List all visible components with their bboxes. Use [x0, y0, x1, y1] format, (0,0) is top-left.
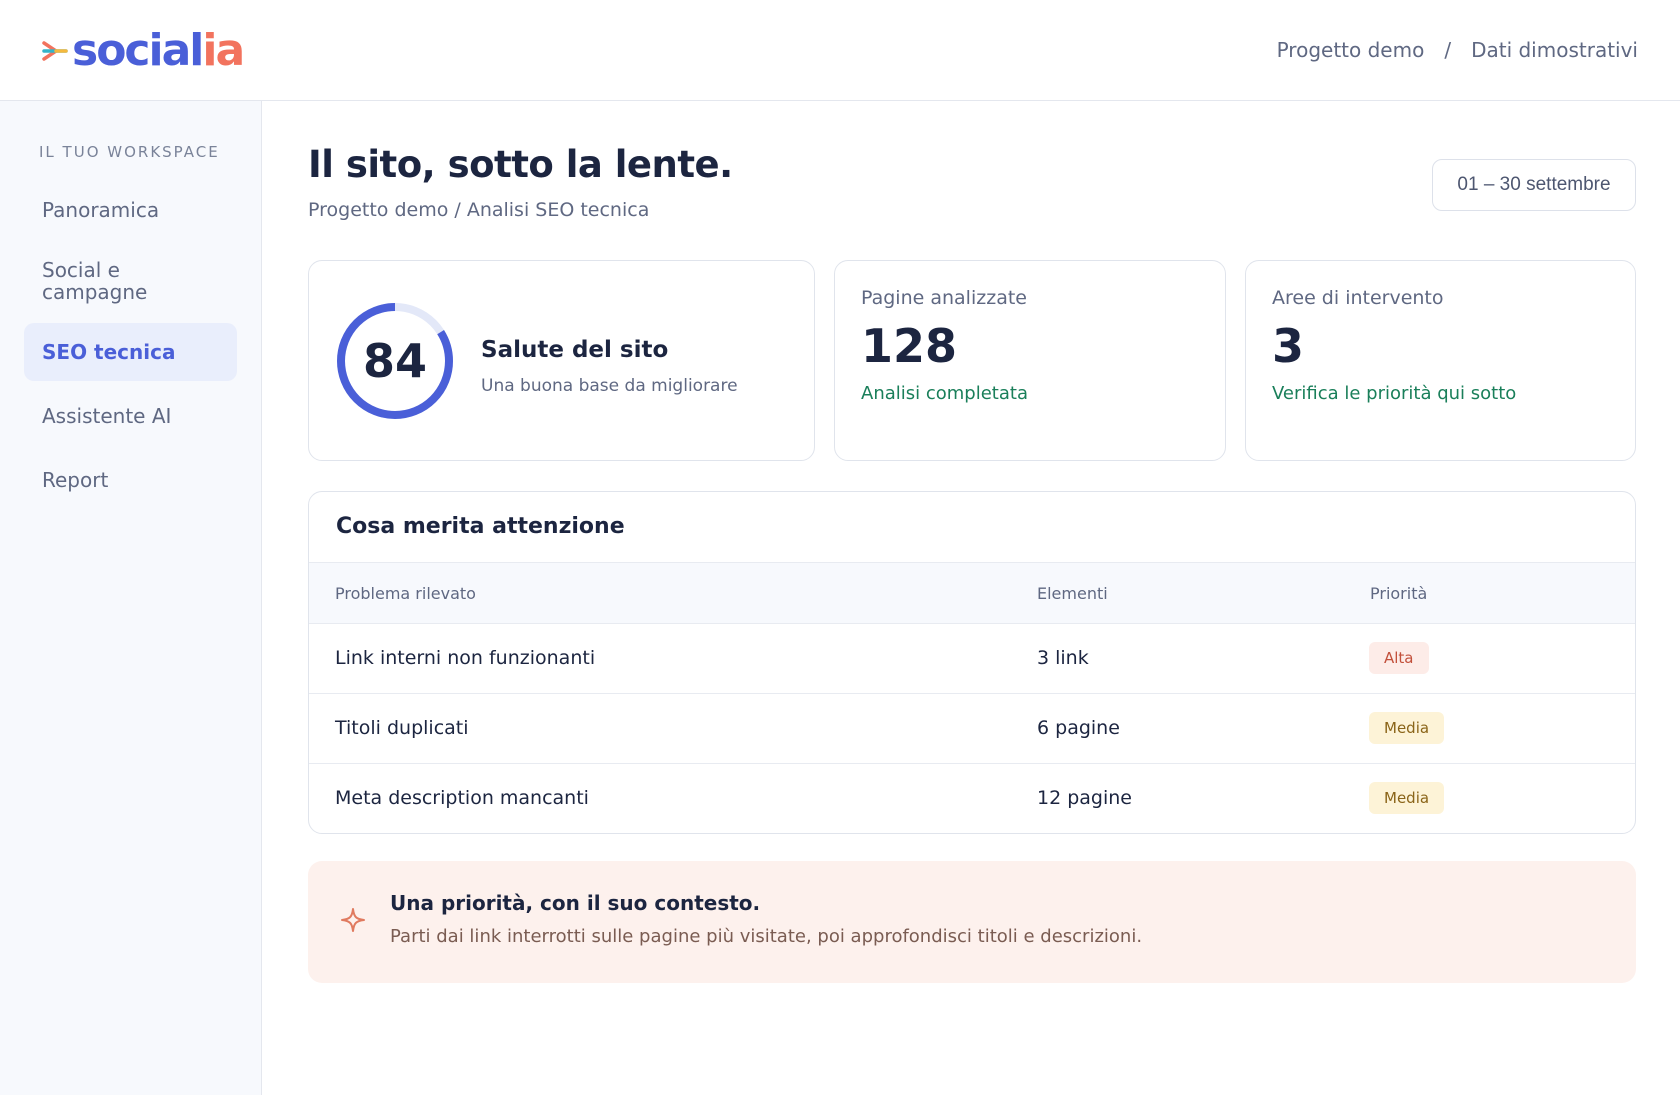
stat-value: 128: [861, 319, 958, 373]
tip-title: Una priorità, con il suo contesto.: [390, 891, 761, 915]
column-header-elements[interactable]: Elementi: [1037, 584, 1108, 603]
health-score: 84: [362, 334, 427, 388]
column-header-priority[interactable]: Priorità: [1370, 584, 1428, 603]
date-range-button[interactable]: 01 – 30 settembre: [1432, 159, 1636, 211]
sidebar-item-label: Social e campagne: [42, 258, 148, 304]
priority-badge: Media: [1369, 782, 1445, 814]
health-title: Salute del sito: [481, 337, 669, 363]
stat-value: 3: [1272, 319, 1305, 373]
problem-cell: Link interni non funzionanti: [335, 647, 596, 669]
site-health-card: 84 Salute del sito Una buona base da mig…: [308, 260, 815, 461]
health-subtitle: Una buona base da migliorare: [481, 376, 738, 396]
sidebar-item-assistente-ai[interactable]: Assistente AI: [42, 404, 172, 428]
table-row[interactable]: Link interni non funzionanti 3 link Alta: [309, 624, 1635, 694]
priority-tip-callout: Una priorità, con il suo contesto. Parti…: [308, 861, 1636, 983]
priority-badge: Alta: [1369, 642, 1429, 674]
header-breadcrumb: Progetto demo / Dati dimostrativi: [1277, 38, 1638, 62]
stat-label: Aree di intervento: [1272, 287, 1444, 309]
health-gauge: [337, 303, 453, 419]
logo-arrow-icon: [42, 41, 68, 61]
sidebar-item-social-campagne[interactable]: Social e campagne: [24, 245, 237, 317]
workspace-label: IL TUO WORKSPACE: [39, 143, 220, 161]
tip-text: Parti dai link interrotti sulle pagine p…: [390, 926, 1143, 947]
intervention-areas-card: Aree di intervento 3 Verifica le priorit…: [1245, 260, 1636, 461]
page-breadcrumb: Progetto demo / Analisi SEO tecnica: [308, 199, 650, 221]
sidebar-nav: Panoramica Social e campagne SEO tecnica…: [24, 181, 237, 509]
count-cell: 3 link: [1037, 647, 1089, 669]
table-row[interactable]: Meta description mancanti 12 pagine Medi…: [309, 764, 1635, 833]
health-gauge-arc: [337, 303, 453, 419]
issues-table-card: Cosa merita attenzione Problema rilevato…: [308, 491, 1636, 834]
sidebar-item-seo-tecnica[interactable]: SEO tecnica: [24, 323, 237, 381]
stat-note: Analisi completata: [861, 383, 1028, 404]
sidebar-item-report[interactable]: Report: [42, 468, 109, 492]
top-bar: socialia Progetto demo / Dati dimostrati…: [0, 0, 1680, 101]
problem-cell: Titoli duplicati: [335, 717, 469, 739]
priority-badge: Media: [1369, 712, 1445, 744]
count-cell: 6 pagine: [1037, 717, 1120, 739]
breadcrumb-project[interactable]: Progetto demo: [1276, 38, 1425, 62]
table-row[interactable]: Titoli duplicati 6 pagine Media: [309, 694, 1635, 764]
stat-label: Pagine analizzate: [861, 287, 1027, 309]
count-cell: 12 pagine: [1037, 787, 1132, 809]
breadcrumb-data[interactable]: Dati dimostrativi: [1471, 38, 1638, 62]
sidebar: IL TUO WORKSPACE Panoramica Social e cam…: [0, 101, 262, 1095]
column-header-problem[interactable]: Problema rilevato: [335, 584, 476, 603]
issues-title: Cosa merita attenzione: [336, 514, 625, 539]
pages-analyzed-card: Pagine analizzate 128 Analisi completata: [834, 260, 1226, 461]
page-title: Il sito, sotto la lente.: [308, 143, 733, 186]
sparkle-icon: [341, 908, 365, 932]
table-header: Problema rilevato Elementi Priorità: [309, 562, 1635, 624]
breadcrumb-separator: /: [1444, 38, 1452, 62]
problem-cell: Meta description mancanti: [335, 787, 589, 809]
sidebar-item-panoramica[interactable]: Panoramica: [42, 198, 160, 222]
logo[interactable]: socialia: [42, 25, 245, 76]
logo-wordmark: socialia: [72, 25, 245, 76]
stat-note[interactable]: Verifica le priorità qui sotto: [1272, 383, 1517, 404]
